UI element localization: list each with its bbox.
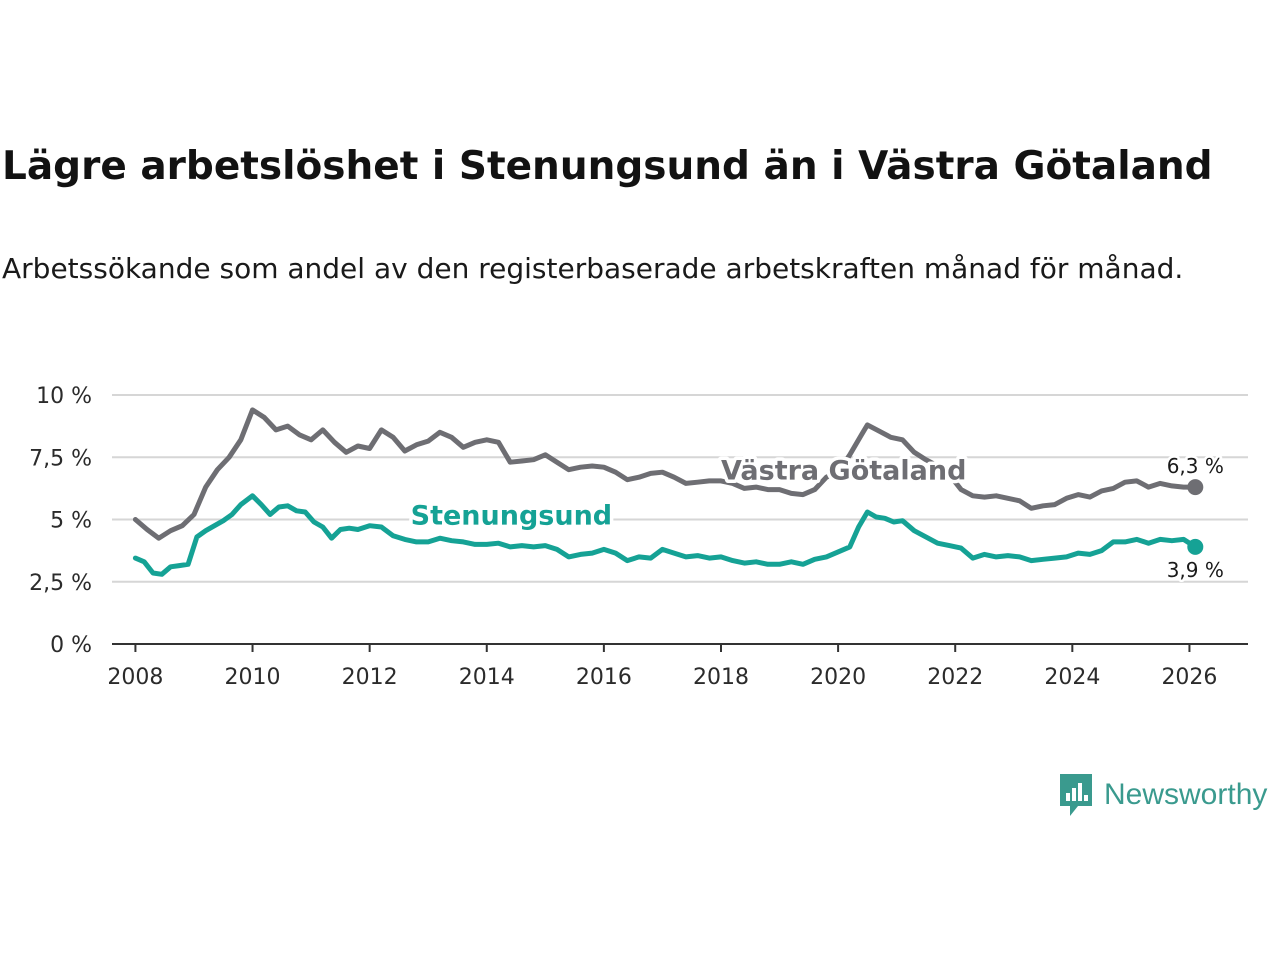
- y-tick-label: 10 %: [36, 384, 92, 409]
- end-marker-v-stra-g-taland: [1187, 479, 1204, 496]
- x-tick-label: 2022: [927, 665, 983, 690]
- end-value-label: 3,9 %: [1167, 558, 1224, 582]
- brand-logo: Newsworthy: [1058, 772, 1267, 818]
- y-tick-label: 5 %: [50, 509, 92, 534]
- x-tick-label: 2018: [693, 665, 749, 690]
- x-axis: 2008 2010 2012 2014 2016 2018 2020 2022 2024 2026: [107, 643, 1248, 690]
- x-tick-label: 2014: [459, 665, 515, 690]
- chart-title: Lägre arbetslöshet i Stenungsund än i Vä…: [2, 144, 1213, 189]
- x-tick-label: 2020: [810, 665, 866, 690]
- x-tick-label: 2026: [1161, 665, 1217, 690]
- newsworthy-logo-icon: [1060, 774, 1092, 816]
- series-line-stenungsund: [132, 493, 1198, 577]
- series-label-stenungsund: Stenungsund: [411, 500, 613, 531]
- end-value-label: 6,3 %: [1167, 454, 1224, 478]
- gridlines: [112, 394, 1248, 583]
- line-chart: 2008 2010 2012 2014 2016 2018 2020 2022 2024 2026…: [29, 384, 1248, 690]
- chart-subtitle: Arbetssökande som andel av den registerb…: [2, 252, 1184, 285]
- x-tick-label: 2008: [107, 665, 163, 690]
- brand-name: Newsworthy: [1104, 778, 1268, 811]
- x-tick-label: 2012: [342, 665, 398, 690]
- end-marker-stenungsund: [1187, 538, 1204, 555]
- y-axis: 0 % 2,5 % 5 % 7,5 % 10 %: [29, 384, 92, 658]
- series-lines: [132, 407, 1204, 577]
- x-tick-label: 2010: [225, 665, 281, 690]
- y-tick-label: 0 %: [50, 633, 92, 658]
- series-line-v-stra-g-taland: [132, 407, 1198, 541]
- series-labels: 6,3 % Västra Götaland 3,9 % Stenungsund: [407, 452, 1226, 585]
- x-tick-label: 2024: [1044, 665, 1100, 690]
- y-tick-label: 2,5 %: [29, 571, 92, 596]
- x-tick-label: 2016: [576, 665, 632, 690]
- series-label-v-stra-g-taland: Västra Götaland: [721, 456, 966, 487]
- y-tick-label: 7,5 %: [29, 446, 92, 471]
